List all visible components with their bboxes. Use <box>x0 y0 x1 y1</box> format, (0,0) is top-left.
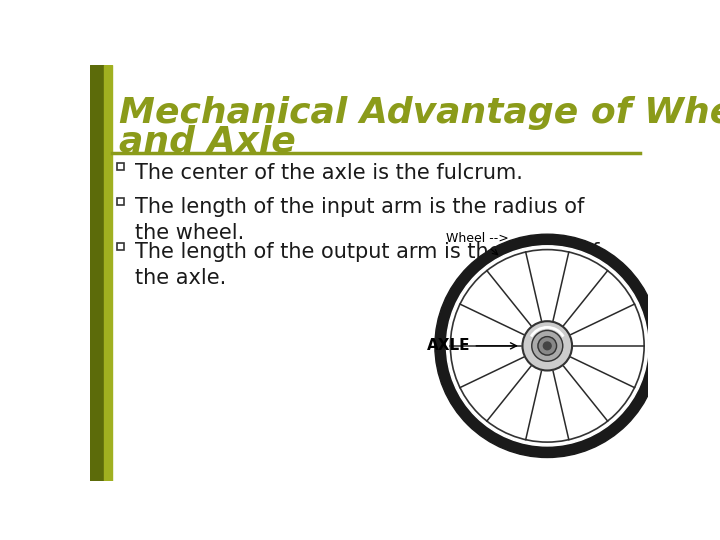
Bar <box>117 198 124 205</box>
Circle shape <box>544 342 551 350</box>
Circle shape <box>538 336 557 355</box>
Bar <box>117 242 124 249</box>
Text: The length of the input arm is the radius of
the wheel.: The length of the input arm is the radiu… <box>135 197 585 243</box>
Text: Mechanical Advantage of Wheel: Mechanical Advantage of Wheel <box>120 96 720 130</box>
Text: and Axle: and Axle <box>120 125 296 159</box>
Circle shape <box>532 330 563 361</box>
Text: The center of the axle is the fulcrum.: The center of the axle is the fulcrum. <box>135 163 523 183</box>
Circle shape <box>435 234 660 457</box>
Text: Wheel -->: Wheel --> <box>446 232 509 255</box>
Circle shape <box>446 246 648 446</box>
Bar <box>104 65 112 481</box>
Circle shape <box>523 321 572 370</box>
Bar <box>90 65 104 481</box>
Text: The length of the output arm is the radius of
the axle.: The length of the output arm is the radi… <box>135 242 599 287</box>
Text: AXLE: AXLE <box>427 339 516 353</box>
Bar <box>117 164 124 170</box>
